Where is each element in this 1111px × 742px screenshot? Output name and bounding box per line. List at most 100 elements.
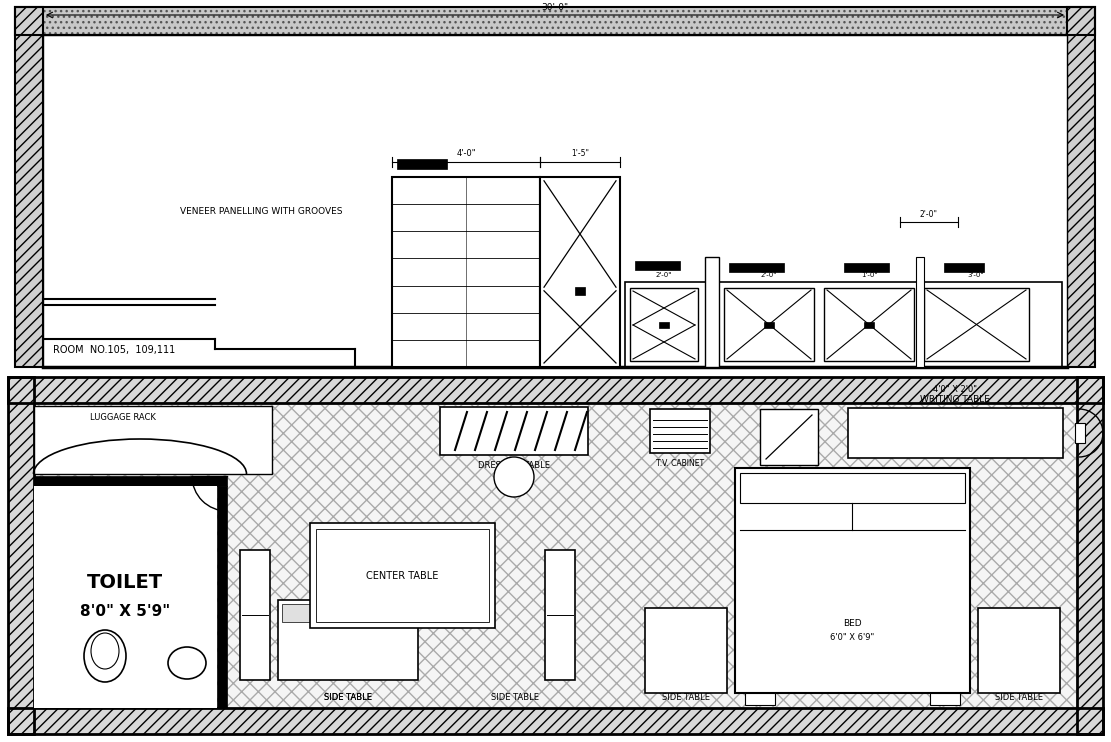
Text: ROOM  NO.105,  109,111: ROOM NO.105, 109,111 [53, 345, 176, 355]
Ellipse shape [168, 647, 206, 679]
Bar [1075, 423, 1085, 443]
Text: 2': 2' [572, 351, 578, 356]
Bar [540, 177, 620, 367]
Bar [930, 693, 960, 705]
Bar [467, 232, 539, 257]
Text: 10": 10" [568, 188, 578, 193]
Bar [1067, 7, 1095, 367]
Bar [745, 693, 775, 705]
Bar [724, 288, 814, 361]
Text: VENEER PANELLING WITH GROOVES: VENEER PANELLING WITH GROOVES [180, 208, 342, 217]
Bar [467, 314, 539, 339]
Bar [764, 322, 774, 328]
Bar [735, 468, 970, 693]
Bar [1077, 377, 1103, 734]
Bar [659, 322, 669, 328]
Text: DRESSING TABLE: DRESSING TABLE [478, 461, 550, 470]
Bar [16, 7, 43, 367]
Text: LUGGAGE RACK: LUGGAGE RACK [90, 413, 156, 422]
Bar [1067, 7, 1095, 367]
Bar [760, 409, 818, 465]
Bar [467, 178, 539, 203]
Bar [34, 406, 272, 474]
Bar [467, 341, 539, 366]
Text: 2'-0": 2'-0" [920, 210, 938, 219]
Text: SIDE TABLE: SIDE TABLE [324, 694, 372, 703]
Bar [864, 322, 874, 328]
Bar [34, 486, 217, 708]
Bar [740, 473, 965, 503]
Bar [630, 288, 698, 361]
Bar [43, 35, 1067, 367]
Text: WRITING TABLE: WRITING TABLE [920, 395, 990, 404]
Bar [924, 288, 1029, 361]
Bar [467, 205, 539, 230]
Bar [310, 523, 496, 628]
Ellipse shape [84, 630, 126, 682]
Text: SIDE TABLE: SIDE TABLE [662, 694, 710, 703]
Text: SIDE TABLE: SIDE TABLE [995, 694, 1043, 703]
Bar [467, 260, 539, 285]
Bar [467, 286, 539, 312]
Text: 2'-0": 2'-0" [761, 272, 778, 278]
Text: BED: BED [842, 619, 861, 628]
Bar [16, 7, 1095, 35]
Text: 30'-0": 30'-0" [541, 3, 569, 12]
Bar [34, 476, 227, 486]
Text: TOILET: TOILET [87, 573, 163, 591]
Bar [397, 159, 447, 169]
Bar [16, 7, 1095, 35]
Bar [8, 708, 1103, 734]
Bar [824, 288, 914, 361]
Text: 2'-0": 2'-0" [655, 272, 672, 278]
Text: T.V. CABINET: T.V. CABINET [655, 459, 704, 468]
Text: 8'0" X 5'9": 8'0" X 5'9" [80, 605, 170, 620]
Text: 4'-0": 4'-0" [457, 149, 476, 158]
Bar [8, 377, 34, 734]
Text: 8": 8" [571, 215, 578, 220]
Text: 6'0" X 6'9": 6'0" X 6'9" [830, 634, 874, 643]
Bar [844, 263, 889, 272]
Bar [8, 377, 34, 734]
Bar [34, 403, 1077, 708]
Bar [625, 282, 1062, 367]
Bar [393, 260, 466, 285]
Text: 8": 8" [571, 297, 578, 302]
Bar [217, 486, 227, 708]
Circle shape [494, 457, 534, 497]
Bar [546, 550, 575, 680]
Bar [8, 708, 1103, 734]
Bar [978, 608, 1060, 693]
Text: 1'-5": 1'-5" [571, 149, 589, 158]
Bar [316, 529, 489, 622]
Bar [393, 205, 466, 230]
Bar [705, 257, 719, 367]
Bar [848, 408, 1063, 458]
Bar [729, 263, 784, 272]
Bar [1077, 377, 1103, 734]
Text: 3'-0": 3'-0" [968, 272, 984, 278]
Bar [8, 377, 1103, 403]
Bar [282, 604, 414, 622]
Text: CENTER TABLE: CENTER TABLE [366, 571, 438, 581]
Bar [944, 263, 984, 272]
Bar [392, 177, 540, 367]
Text: 8": 8" [571, 324, 578, 329]
Text: 8": 8" [571, 243, 578, 247]
Bar [8, 377, 1103, 403]
Bar [650, 409, 710, 453]
Bar [740, 508, 965, 688]
Ellipse shape [91, 633, 119, 669]
Text: 8": 8" [571, 269, 578, 275]
Text: SIDE TABLE: SIDE TABLE [491, 694, 539, 703]
Text: 4'0" X 2'0": 4'0" X 2'0" [933, 385, 977, 394]
Bar [440, 407, 588, 455]
Bar [278, 600, 418, 680]
Bar [16, 7, 43, 367]
Bar [240, 550, 270, 680]
Bar [645, 608, 727, 693]
Text: SIDE TABLE: SIDE TABLE [324, 694, 372, 703]
Bar [625, 282, 1062, 367]
Bar [915, 257, 924, 367]
Text: 1'-0": 1'-0" [861, 272, 878, 278]
